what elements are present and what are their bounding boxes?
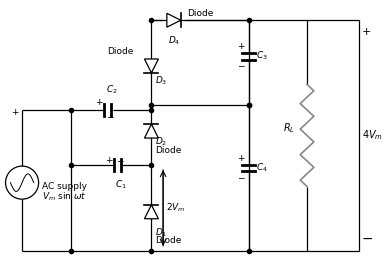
Text: $D_4$: $D_4$ xyxy=(168,35,180,47)
Polygon shape xyxy=(144,124,158,138)
Polygon shape xyxy=(144,59,158,73)
Text: $2V_m$: $2V_m$ xyxy=(166,202,186,214)
Text: $C_2$: $C_2$ xyxy=(106,84,117,96)
Text: −: − xyxy=(237,173,245,182)
Text: Diode: Diode xyxy=(188,9,214,18)
Text: $C_4$: $C_4$ xyxy=(256,162,268,174)
Text: Diode: Diode xyxy=(155,236,182,245)
Text: Diode: Diode xyxy=(108,47,134,56)
Text: $D_2$: $D_2$ xyxy=(155,136,168,148)
Text: $C_3$: $C_3$ xyxy=(256,50,268,62)
Text: $4V_m$: $4V_m$ xyxy=(362,129,383,142)
Text: −: − xyxy=(115,156,123,165)
Text: AC supply: AC supply xyxy=(42,182,86,191)
Polygon shape xyxy=(167,13,181,27)
Text: +: + xyxy=(95,98,103,107)
Text: +: + xyxy=(361,27,371,37)
Text: −: − xyxy=(361,232,373,246)
Text: Diode: Diode xyxy=(155,146,182,155)
Text: $V_m$ sin $\omega t$: $V_m$ sin $\omega t$ xyxy=(42,190,86,203)
Polygon shape xyxy=(144,205,158,219)
Text: $D_1$: $D_1$ xyxy=(155,226,168,239)
Text: $R_L$: $R_L$ xyxy=(283,121,295,134)
Text: $D_3$: $D_3$ xyxy=(155,74,168,87)
Text: +: + xyxy=(237,42,245,51)
Text: $C_1$: $C_1$ xyxy=(115,179,127,191)
Text: +: + xyxy=(12,108,19,117)
Text: +: + xyxy=(237,154,245,163)
Text: −: − xyxy=(106,112,113,121)
Text: −: − xyxy=(237,61,245,70)
Text: +: + xyxy=(105,156,112,165)
